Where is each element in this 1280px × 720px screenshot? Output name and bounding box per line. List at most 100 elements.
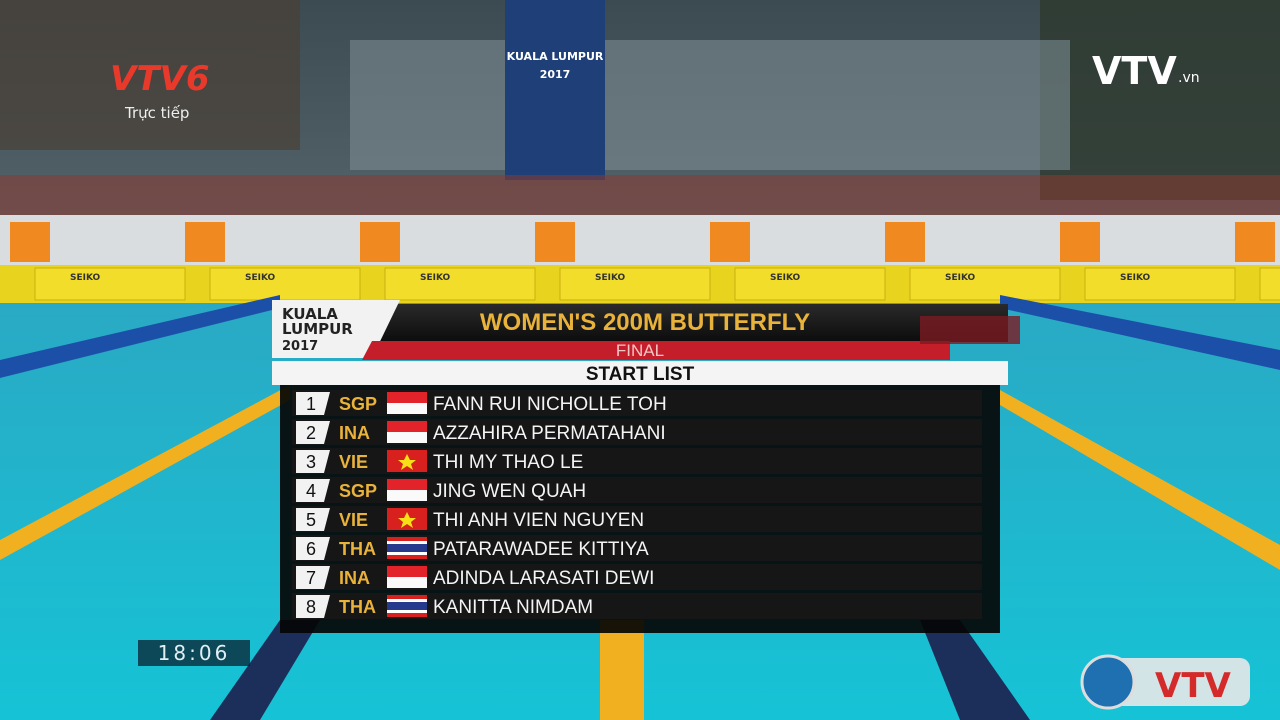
- sponsor-board: [1259, 267, 1280, 301]
- lane-number: 6: [306, 539, 316, 559]
- starting-block: [535, 222, 575, 262]
- flag-top: [387, 566, 427, 577]
- heading-bar: [272, 361, 1008, 385]
- stage-bar: [362, 341, 950, 360]
- flag-top: [387, 479, 427, 490]
- games-logo-box: [272, 300, 400, 358]
- starting-block: [1235, 222, 1275, 262]
- lane-rope: [600, 620, 644, 720]
- event-title: WOMEN'S 200M BUTTERFLY: [480, 309, 810, 336]
- sponsor-label: SEIKO: [420, 273, 451, 283]
- building: [0, 0, 300, 150]
- lane-rope: [1000, 295, 1280, 370]
- starting-block: [710, 222, 750, 262]
- flag: [387, 566, 427, 588]
- sponsor-board: [384, 267, 536, 301]
- lane-rope: [1000, 390, 1280, 570]
- flag: [387, 392, 427, 414]
- clock: 18:06: [158, 641, 231, 665]
- sponsor-label: SEIKO: [770, 273, 801, 283]
- spectators: [0, 175, 1280, 215]
- flag-star: [398, 454, 416, 470]
- country-code: VIE: [339, 510, 368, 530]
- trees: [1040, 0, 1280, 200]
- flag-bottom: [387, 490, 427, 501]
- clock-box: [138, 640, 250, 666]
- flag-stripe: [387, 555, 427, 559]
- starting-block: [1060, 222, 1100, 262]
- athlete-name: THI MY THAO LE: [433, 452, 583, 473]
- lane-number: 1: [306, 394, 316, 414]
- flag: [387, 421, 427, 443]
- lane-box: [296, 450, 330, 473]
- games-city: LUMPUR: [282, 320, 353, 338]
- banner-year: 2017: [540, 68, 571, 81]
- lane-rope: [0, 385, 290, 560]
- corner-logo: VTV: [1155, 666, 1232, 706]
- flag-stripe: [387, 544, 427, 552]
- athlete-name: PATARAWADEE KITTIYA: [433, 539, 649, 560]
- stage-label: FINAL: [616, 341, 664, 360]
- sponsor-board: [559, 267, 711, 301]
- athlete-name: FANN RUI NICHOLLE TOH: [433, 394, 667, 415]
- flag-stripe: [387, 610, 427, 613]
- sponsor-label: SEIKO: [245, 273, 276, 283]
- sponsor-label: SEIKO: [595, 273, 626, 283]
- flag-bottom: [387, 432, 427, 443]
- venue-banner: [505, 0, 605, 180]
- sponsor-board: [734, 267, 886, 301]
- sponsor-row: SEIKOSEIKOSEIKOSEIKOSEIKOSEIKOSEIKOSEIKO: [34, 267, 1280, 301]
- athlete-name: THI ANH VIEN NGUYEN: [433, 510, 644, 531]
- lane-line: [210, 620, 320, 720]
- lane-number: 4: [306, 481, 316, 501]
- flag-bottom: [387, 403, 427, 414]
- channel-logo: VTV6: [110, 59, 209, 99]
- lane-number: 2: [306, 423, 316, 443]
- country-code: SGP: [339, 481, 377, 501]
- sponsor-board: [34, 267, 186, 301]
- flag-stripe: [387, 613, 427, 617]
- lane-rope: [0, 295, 280, 378]
- flag-stripe: [387, 599, 427, 602]
- lane-number: 7: [306, 568, 316, 588]
- flag: [387, 537, 427, 559]
- lane-box: [296, 537, 330, 560]
- flag-bottom: [387, 577, 427, 588]
- games-city: KUALA: [282, 305, 338, 323]
- flag-stripe: [387, 552, 427, 555]
- lane-number: 5: [306, 510, 316, 530]
- country-code: VIE: [339, 452, 368, 472]
- starting-blocks: [10, 222, 1275, 262]
- athlete-name: JING WEN QUAH: [433, 481, 586, 502]
- starting-block: [885, 222, 925, 262]
- sponsor-label: SEIKO: [945, 273, 976, 283]
- broadcaster-logo: VTV: [1092, 49, 1177, 93]
- sponsor-board: [209, 267, 361, 301]
- flag-stripe: [387, 541, 427, 544]
- list-heading: START LIST: [586, 364, 695, 385]
- country-code: THA: [339, 597, 376, 617]
- country-code: INA: [339, 568, 370, 588]
- athlete-name: ADINDA LARASATI DEWI: [433, 568, 654, 589]
- flag: [387, 450, 427, 472]
- athlete-name: AZZAHIRA PERMATAHANI: [433, 423, 666, 444]
- sponsor-board: [1084, 267, 1236, 301]
- lane-box: [296, 421, 330, 444]
- starting-block: [360, 222, 400, 262]
- broadcaster-domain: .vn: [1178, 70, 1200, 86]
- country-code: INA: [339, 423, 370, 443]
- lane-box: [296, 566, 330, 589]
- flag-top: [387, 392, 427, 403]
- lane-number: 8: [306, 597, 316, 617]
- lane-number: 3: [306, 452, 316, 472]
- live-label: Trực tiếp: [124, 104, 189, 122]
- country-code: SGP: [339, 394, 377, 414]
- event-emblem: [920, 316, 1020, 344]
- sponsor-label: SEIKO: [1120, 273, 1151, 283]
- banner-city: KUALA LUMPUR: [507, 50, 604, 63]
- flag: [387, 508, 427, 530]
- flag-stripe: [387, 537, 427, 541]
- flag-top: [387, 421, 427, 432]
